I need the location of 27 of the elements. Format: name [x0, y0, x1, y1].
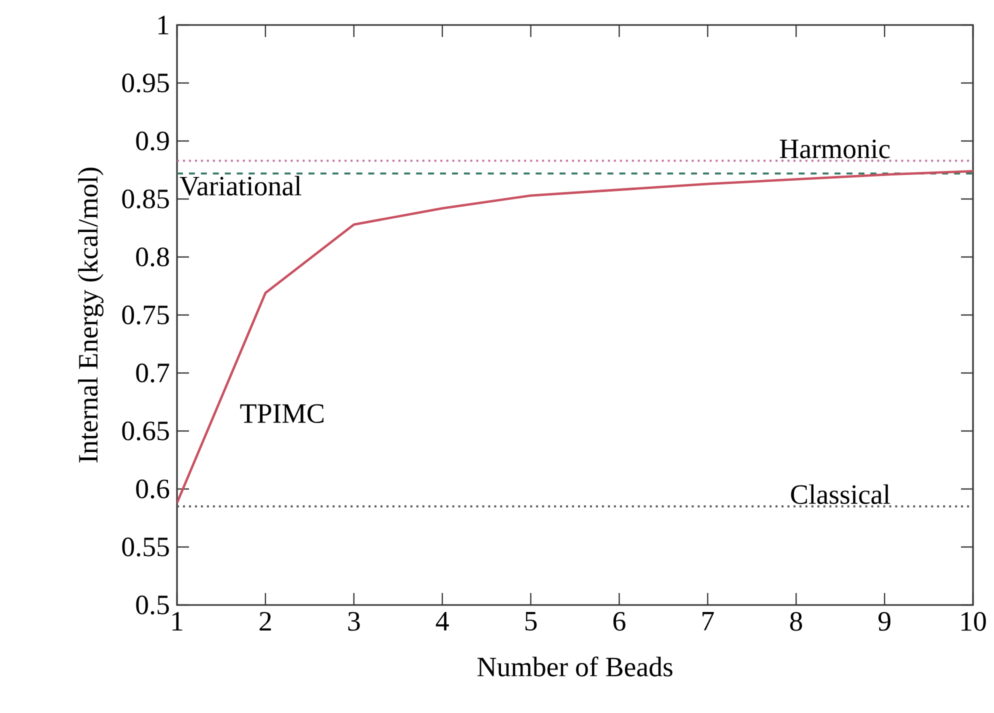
x-tick-label: 7 [702, 612, 714, 630]
x-tick-label: 5 [525, 612, 537, 631]
x-tick-label: 10 [961, 612, 986, 631]
y-tick-label: 0.95 [122, 74, 169, 92]
y-tick-label: 0.7 [136, 364, 170, 382]
x-axis-title: Number of Beads [477, 656, 672, 676]
x-tick-label: 6 [613, 612, 626, 631]
x-tick-label: 9 [878, 612, 890, 631]
y-tick-label: 0.5 [136, 596, 169, 614]
y-tick-label: 1 [158, 16, 168, 34]
ref-line-label: Harmonic [780, 140, 890, 158]
ref-line-label: Classical [791, 484, 890, 504]
y-tick-label: 0.55 [122, 538, 169, 556]
y-tick-label: 0.8 [136, 248, 169, 266]
x-tick-label: 3 [348, 612, 360, 631]
x-tick-label: 2 [260, 612, 271, 631]
y-tick-label: 0.9 [136, 132, 169, 150]
x-tick-label: 1 [172, 612, 182, 630]
series-label: TPIMC [240, 404, 324, 423]
x-tick-label: 4 [436, 612, 449, 630]
y-axis-title: Internal Energy (kcal/mol) [78, 168, 104, 462]
ref-line-label: Variational [180, 176, 302, 196]
y-tick-label: 0.85 [122, 190, 169, 208]
x-tick-label: 8 [790, 612, 802, 631]
y-tick-label: 0.75 [122, 306, 169, 324]
y-tick-label: 0.6 [136, 480, 170, 498]
y-tick-label: 0.65 [122, 422, 169, 440]
